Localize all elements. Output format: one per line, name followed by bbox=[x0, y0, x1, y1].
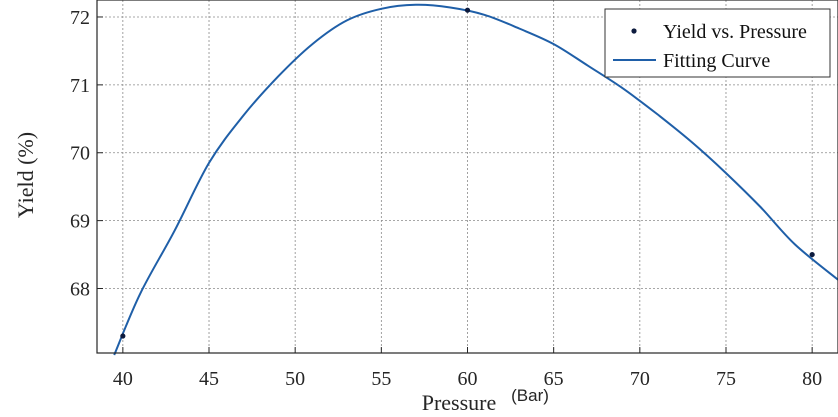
x-tick-label: 65 bbox=[544, 368, 564, 390]
x-tick-label: 60 bbox=[458, 368, 478, 390]
x-tick-label: 45 bbox=[199, 368, 219, 390]
data-point bbox=[120, 333, 126, 339]
fitting-curve-line bbox=[113, 3, 838, 356]
x-tick-label: 80 bbox=[802, 368, 822, 390]
series-lines bbox=[113, 3, 838, 356]
y-tick-labels: 68 69 70 71 72 bbox=[70, 7, 90, 301]
x-tick-label: 40 bbox=[113, 368, 133, 390]
x-tick-label: 70 bbox=[630, 368, 650, 390]
x-tick-label: 55 bbox=[371, 368, 391, 390]
series-points bbox=[120, 7, 815, 339]
y-tick-label: 70 bbox=[70, 143, 90, 165]
legend-label-scatter: Yield vs. Pressure bbox=[663, 21, 807, 43]
y-tick-label: 71 bbox=[70, 75, 90, 97]
legend-box bbox=[604, 8, 831, 78]
x-tick-labels: 40 45 50 55 60 65 70 75 80 bbox=[113, 368, 822, 390]
x-axis-unit: (Bar) bbox=[511, 386, 549, 405]
y-tick-label: 69 bbox=[70, 211, 90, 233]
x-tick-label: 75 bbox=[716, 368, 736, 390]
plot-frame bbox=[96, 0, 838, 354]
data-point bbox=[464, 7, 471, 13]
x-axis-label: Pressure bbox=[422, 390, 497, 415]
data-point bbox=[809, 251, 815, 258]
legend: Yield vs. Pressure Fitting Curve bbox=[604, 8, 831, 78]
legend-label-line: Fitting Curve bbox=[663, 50, 770, 72]
x-tick-label: 50 bbox=[285, 368, 305, 390]
y-axis-label: Yield (%) bbox=[13, 132, 38, 218]
y-tick-label: 68 bbox=[70, 279, 90, 301]
y-tick-label: 72 bbox=[70, 7, 90, 29]
legend-marker-scatter bbox=[631, 28, 637, 34]
